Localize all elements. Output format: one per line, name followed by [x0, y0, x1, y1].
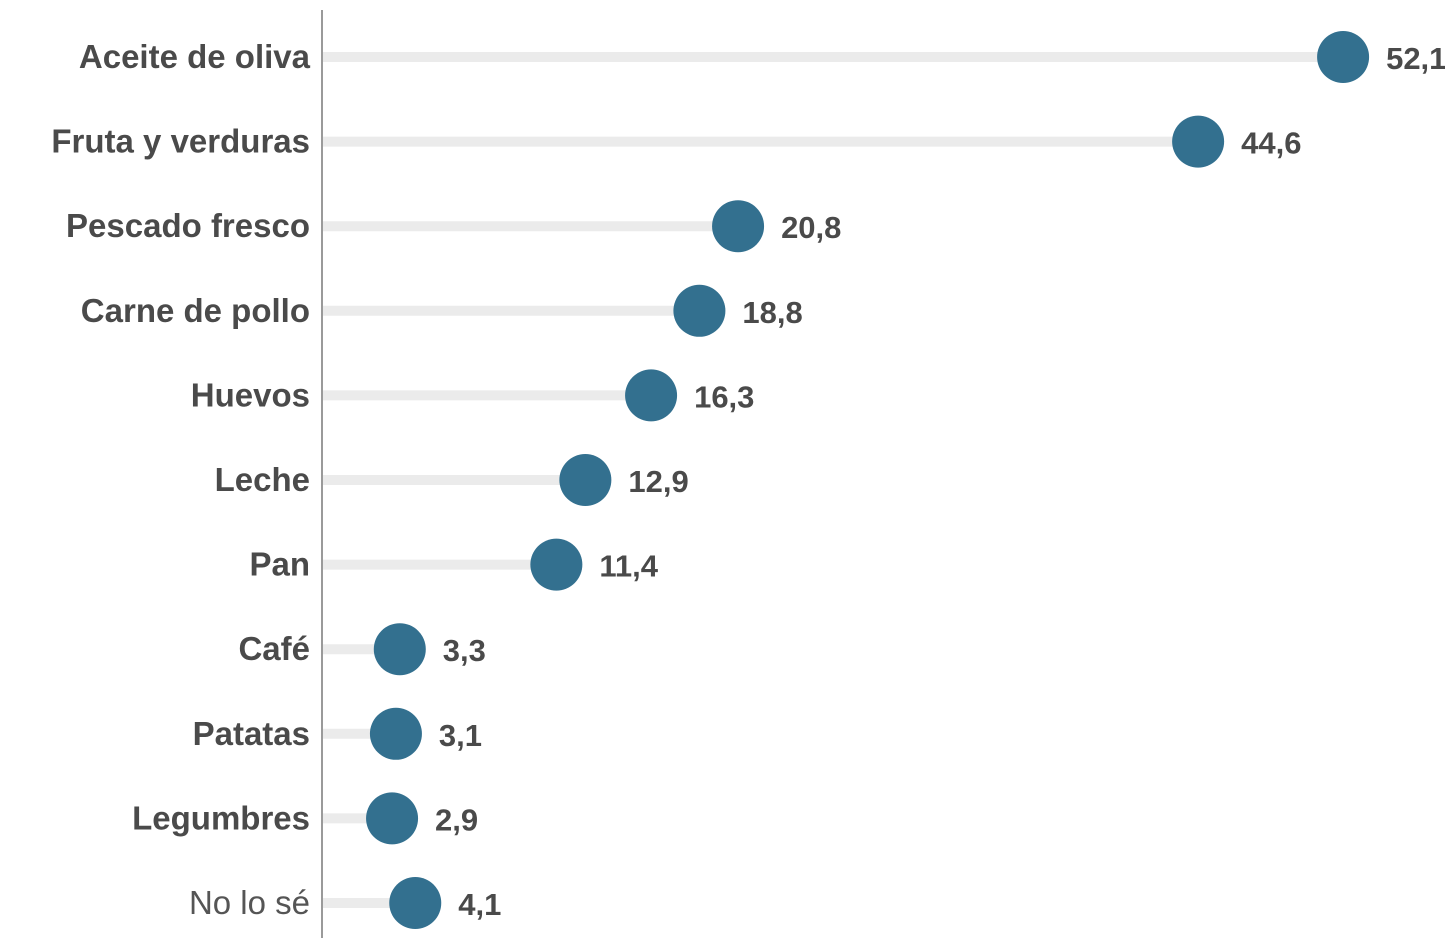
data-point [559, 454, 611, 506]
category-label: Café [238, 630, 310, 667]
stems-layer [322, 57, 1343, 903]
category-label: Huevos [191, 376, 310, 413]
category-label: Aceite de oliva [79, 38, 311, 75]
category-label: Leche [215, 461, 310, 498]
data-point [370, 708, 422, 760]
data-point [625, 369, 677, 421]
category-label: Fruta y verduras [51, 123, 310, 160]
data-point [673, 285, 725, 337]
value-label: 52,1 [1386, 41, 1445, 76]
data-point [1317, 31, 1369, 83]
value-label: 16,3 [694, 379, 754, 414]
data-point [712, 200, 764, 252]
value-label: 4,1 [458, 887, 501, 922]
category-label: Patatas [193, 715, 310, 752]
value-label: 44,6 [1241, 126, 1301, 161]
data-point [530, 539, 582, 591]
value-label: 11,4 [599, 549, 658, 584]
data-point [1172, 116, 1224, 168]
value-label: 12,9 [628, 464, 688, 499]
value-label: 3,1 [439, 718, 482, 753]
value-label: 2,9 [435, 802, 478, 837]
value-label: 20,8 [781, 210, 841, 245]
category-labels: Aceite de oliva Fruta y verduras Pescado f… [51, 38, 310, 921]
data-point [389, 877, 441, 929]
category-label: No lo sé [189, 884, 310, 921]
data-point [366, 792, 418, 844]
value-label: 3,3 [443, 633, 486, 668]
category-label: Legumbres [132, 799, 310, 836]
value-label: 18,8 [742, 295, 802, 330]
data-point [374, 623, 426, 675]
category-label: Carne de pollo [81, 292, 310, 329]
category-label: Pan [249, 546, 310, 583]
category-label: Pescado fresco [66, 207, 310, 244]
